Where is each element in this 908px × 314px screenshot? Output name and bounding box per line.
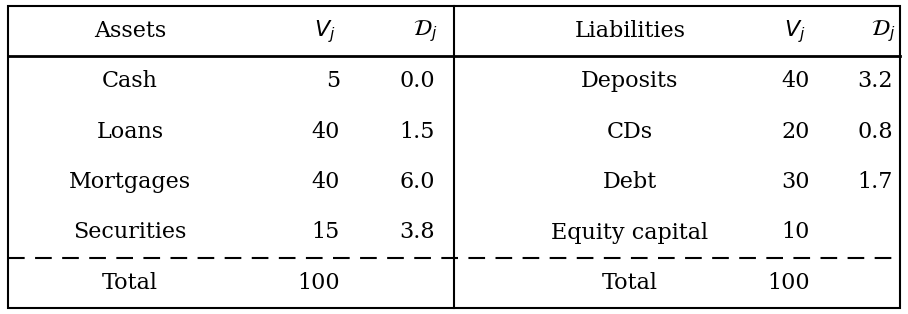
Text: 6.0: 6.0 xyxy=(400,171,435,193)
Text: 30: 30 xyxy=(782,171,810,193)
Text: 3.2: 3.2 xyxy=(857,71,893,93)
Text: Assets: Assets xyxy=(94,20,166,42)
Text: $\mathcal{D}_j$: $\mathcal{D}_j$ xyxy=(413,18,437,44)
Text: Total: Total xyxy=(102,272,158,294)
Text: Cash: Cash xyxy=(102,71,158,93)
Text: Securities: Securities xyxy=(74,221,187,243)
Text: Total: Total xyxy=(602,272,658,294)
Text: 0.0: 0.0 xyxy=(400,71,435,93)
Text: Mortgages: Mortgages xyxy=(69,171,191,193)
Text: Debt: Debt xyxy=(603,171,657,193)
Text: CDs: CDs xyxy=(607,121,653,143)
Text: 3.8: 3.8 xyxy=(400,221,435,243)
Text: Loans: Loans xyxy=(96,121,163,143)
Text: $\mathcal{D}_j$: $\mathcal{D}_j$ xyxy=(871,18,895,44)
Text: 10: 10 xyxy=(782,221,810,243)
Text: 40: 40 xyxy=(311,121,340,143)
Text: 40: 40 xyxy=(782,71,810,93)
Text: $V_j$: $V_j$ xyxy=(785,18,805,45)
Text: Liabilities: Liabilities xyxy=(575,20,686,42)
Text: 5: 5 xyxy=(326,71,340,93)
Text: $V_j$: $V_j$ xyxy=(314,18,336,45)
Text: 40: 40 xyxy=(311,171,340,193)
Text: Deposits: Deposits xyxy=(581,71,678,93)
Text: 15: 15 xyxy=(311,221,340,243)
Text: Equity capital: Equity capital xyxy=(551,221,708,243)
Text: 20: 20 xyxy=(782,121,810,143)
Text: 1.5: 1.5 xyxy=(400,121,435,143)
Text: 100: 100 xyxy=(298,272,340,294)
Text: 0.8: 0.8 xyxy=(857,121,893,143)
Text: 100: 100 xyxy=(767,272,810,294)
Text: 1.7: 1.7 xyxy=(858,171,893,193)
